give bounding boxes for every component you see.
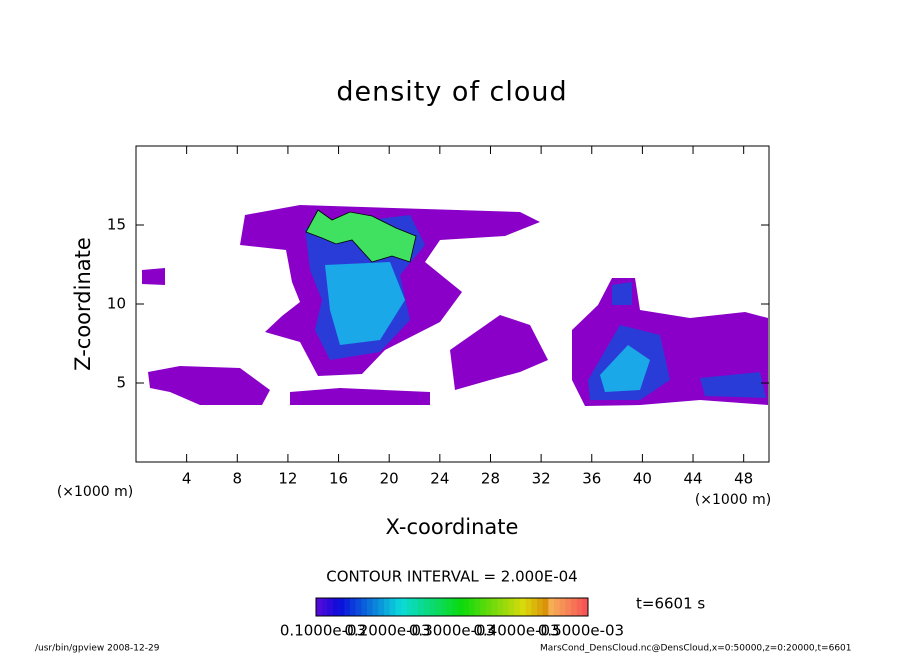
colorbar-cell <box>554 598 560 616</box>
x-unit: (×1000 m) <box>695 492 771 508</box>
colorbar-cell <box>327 598 334 616</box>
colorbar-cell <box>418 598 424 616</box>
colorbar-label: 0.4000e-03 <box>473 622 559 640</box>
colorbar-cell <box>537 598 543 616</box>
colorbar-frame <box>315 597 589 617</box>
time-label: t=6601 s <box>636 595 705 613</box>
colorbar-cell <box>350 598 356 616</box>
x-tick-label: 24 <box>430 470 449 488</box>
colorbar-cell <box>582 598 589 616</box>
colorbar-cell <box>406 598 413 616</box>
colorbar-cell <box>525 598 532 616</box>
contour-interval: CONTOUR INTERVAL = 2.000E-04 <box>326 568 577 586</box>
colorbar-label: 0.2000e-03 <box>344 622 430 640</box>
colorbar-cell <box>321 598 328 616</box>
colorbar-cell <box>338 598 345 616</box>
colorbar-cell <box>378 598 385 616</box>
colorbar-cell <box>435 598 441 616</box>
x-tick-label: 36 <box>582 470 601 488</box>
colorbar-label: 0.3000e-03 <box>409 622 495 640</box>
colorbar-cell <box>372 598 379 616</box>
colorbar-cell <box>457 598 464 616</box>
x-tick-label: 20 <box>380 470 399 488</box>
x-tick-label: 16 <box>329 470 348 488</box>
colorbar-cell <box>542 598 549 616</box>
colorbar-cell <box>463 598 470 616</box>
colorbar-cell <box>344 598 351 616</box>
chart-title: density of cloud <box>336 77 567 108</box>
x-tick-label: 12 <box>278 470 297 488</box>
colorbar-cell <box>565 598 572 616</box>
colorbar-cell <box>508 598 515 616</box>
colorbar-cell <box>491 598 498 616</box>
colorbar-label: 0.5000e-03 <box>538 622 624 640</box>
x-tick-label: 44 <box>683 470 702 488</box>
colorbar-cell <box>480 598 487 616</box>
colorbar-cell <box>559 598 566 616</box>
x-tick-label: 28 <box>481 470 500 488</box>
colorbar-cell <box>355 598 362 616</box>
y-tick-label: 10 <box>107 295 126 313</box>
colorbar-cell <box>469 598 475 616</box>
colorbar-cell <box>389 598 396 616</box>
cloud-field <box>142 205 768 406</box>
colorbar-cell <box>395 598 402 616</box>
colorbar-cell <box>446 598 453 616</box>
colorbar-label: 0.1000e-03 <box>280 622 366 640</box>
colorbar-cell <box>412 598 419 616</box>
colorbar-cell <box>486 598 492 616</box>
y-axis-title: Z-coordinate <box>71 237 95 371</box>
colorbar-cell <box>474 598 481 616</box>
colorbar-cell <box>401 598 407 616</box>
colorbar-cell <box>333 598 339 616</box>
colorbar-cell <box>503 598 509 616</box>
colorbar-cell <box>520 598 526 616</box>
x-tick-label: 8 <box>233 470 243 488</box>
colorbar-cell <box>497 598 504 616</box>
colorbar-cell <box>548 598 555 616</box>
colorbar-cell <box>384 598 390 616</box>
colorbar-cell <box>440 598 447 616</box>
colorbar-cell <box>361 598 368 616</box>
x-axis-title: X-coordinate <box>386 515 519 539</box>
colorbar-cell <box>316 598 322 616</box>
x-tick-label: 40 <box>633 470 652 488</box>
x-tick-label: 32 <box>532 470 551 488</box>
colorbar-cell <box>367 598 373 616</box>
colorbar-cell <box>429 598 436 616</box>
colorbar: 0.1000e-030.2000e-030.3000e-030.4000e-03… <box>280 597 624 640</box>
footer-right: MarsCond_DensCloud.nc@DensCloud,x=0:5000… <box>540 644 852 654</box>
x-tick-label: 48 <box>734 470 753 488</box>
y-tick-label: 15 <box>107 216 126 234</box>
y-tick-label: 5 <box>116 374 126 392</box>
footer-left: /usr/bin/gpview 2008-12-29 <box>35 644 160 654</box>
colorbar-cell <box>514 598 521 616</box>
x-tick-label: 4 <box>182 470 192 488</box>
colorbar-cell <box>576 598 583 616</box>
colorbar-cell <box>452 598 458 616</box>
colorbar-cell <box>423 598 430 616</box>
colorbar-cell <box>531 598 538 616</box>
y-unit: (×1000 m) <box>57 484 133 500</box>
colorbar-cell <box>571 598 577 616</box>
